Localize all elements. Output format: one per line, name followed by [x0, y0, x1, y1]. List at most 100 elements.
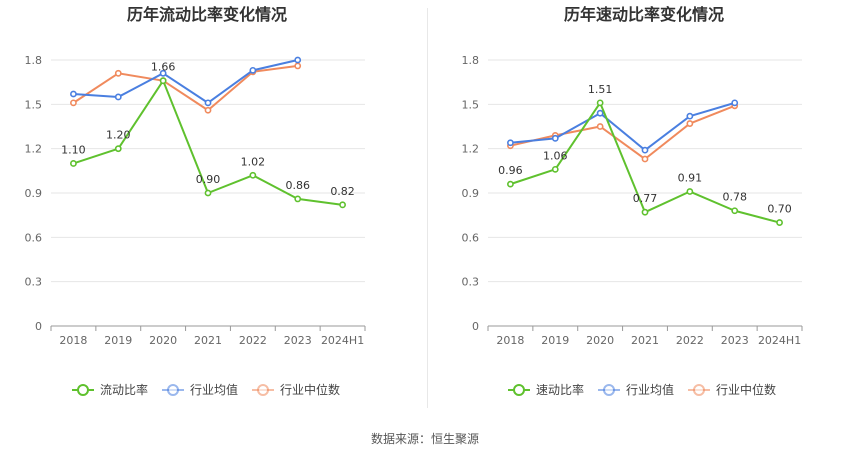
x-tick-label: 2018	[59, 334, 87, 347]
y-tick-label: 0	[35, 320, 42, 333]
data-point-industry_median	[641, 155, 649, 163]
x-tick-label: 2021	[194, 334, 222, 347]
data-point-industry_avg	[204, 99, 212, 107]
data-label: 1.02	[241, 155, 266, 168]
data-label: 0.91	[678, 172, 703, 185]
x-tick-label: 2022	[676, 334, 704, 347]
chart-panel-2: 历年速动比率变化情况 0 0.3 0.6 0.9 1.2 1.5 1.8 2018 2019 202…	[462, 5, 803, 397]
data-point-industry_avg	[641, 146, 649, 154]
data-point-current	[70, 160, 77, 167]
y-tick-label: 0.6	[25, 231, 43, 244]
y-tick-label: 0.9	[25, 187, 43, 200]
x-tick-label: 2024H1	[321, 334, 364, 347]
data-point-industry_avg	[686, 112, 694, 120]
data-point-current	[686, 188, 694, 195]
legend-marker	[77, 384, 89, 396]
y-tick-label: 1.2	[462, 143, 480, 156]
data-point-current	[596, 99, 604, 107]
data-point-current	[551, 165, 559, 173]
legend-item-current: 速动比率	[508, 382, 584, 397]
data-point-industry_avg	[159, 69, 167, 77]
data-point-current	[159, 77, 167, 85]
data-point-current	[204, 189, 212, 197]
legend-marker	[513, 384, 525, 396]
y-tick-label: 1.2	[25, 143, 43, 156]
x-tick-label: 2018	[496, 334, 524, 347]
y-tick-label: 1.8	[25, 54, 43, 67]
legend-marker	[603, 384, 615, 396]
legend-item-industry_avg: 行业均值	[162, 382, 238, 397]
legend-item-industry_median: 行业中位数	[252, 382, 340, 397]
series-line-industry_median	[510, 104, 736, 161]
series-line-industry_median	[72, 64, 298, 112]
x-tick-label: 2019	[104, 334, 132, 347]
data-label: 1.06	[543, 149, 568, 162]
data-point-industry_median	[686, 120, 694, 127]
data-point-industry_avg	[551, 134, 559, 142]
data-label: 0.77	[633, 192, 658, 205]
x-tick-label: 2019	[541, 334, 569, 347]
data-point-industry_median	[204, 106, 212, 114]
data-point-current	[294, 195, 302, 203]
legend-marker	[693, 384, 705, 396]
data-label: 0.70	[767, 203, 792, 216]
legend-marker	[167, 384, 179, 396]
data-point-industry_median	[114, 69, 122, 77]
y-tick-label: 1.5	[462, 98, 480, 111]
legend-label: 行业均值	[626, 382, 674, 397]
data-point-current	[114, 145, 122, 153]
x-tick-label: 2023	[284, 334, 312, 347]
data-label: 0.86	[285, 179, 310, 192]
data-label: 0.90	[196, 173, 221, 186]
data-label: 1.20	[106, 129, 131, 142]
chart-panel-1: 历年流动比率变化情况 0 0.3 0.6 0.9 1.2 1.5 1.8 2018 2019 202…	[25, 5, 366, 397]
data-label: 0.96	[498, 164, 523, 177]
x-tick-label: 2020	[149, 334, 177, 347]
chart-title: 历年速动比率变化情况	[564, 5, 724, 24]
data-point-current	[507, 180, 514, 188]
data-point-industry_median	[294, 62, 302, 70]
y-tick-label: 0.9	[462, 187, 480, 200]
y-tick-label: 1.8	[462, 54, 480, 67]
legend-marker	[257, 384, 269, 396]
data-label: 1.66	[151, 61, 176, 74]
legend-label: 速动比率	[536, 382, 584, 397]
legend-item-industry_avg: 行业均值	[598, 382, 674, 397]
data-point-industry_avg	[114, 93, 122, 101]
legend-label: 行业中位数	[716, 382, 776, 397]
data-point-industry_avg	[70, 90, 77, 98]
series-line-industry_avg	[73, 59, 298, 104]
x-tick-label: 2024H1	[758, 334, 801, 347]
y-tick-label: 1.5	[25, 98, 43, 111]
y-tick-label: 0.3	[25, 276, 43, 289]
data-point-current	[641, 208, 649, 216]
legend-item-industry_median: 行业中位数	[688, 382, 776, 397]
legend-item-current: 流动比率	[72, 382, 148, 397]
y-tick-label: 0.6	[462, 231, 480, 244]
chart-divider	[427, 8, 428, 408]
data-source-note: 数据来源：恒生聚源	[370, 432, 479, 446]
x-tick-label: 2020	[586, 334, 614, 347]
data-label: 1.51	[588, 83, 613, 96]
data-point-industry_median	[596, 123, 604, 130]
legend-label: 流动比率	[100, 382, 148, 397]
x-tick-label: 2023	[721, 334, 749, 347]
series-line-industry_avg	[510, 101, 735, 152]
data-point-current	[249, 171, 257, 179]
data-point-industry_avg	[294, 56, 302, 64]
data-label: 0.82	[330, 185, 355, 198]
data-point-industry_avg	[731, 99, 739, 107]
data-point-industry_median	[70, 99, 77, 107]
data-point-industry_avg	[249, 66, 257, 74]
x-tick-label: 2022	[239, 334, 267, 347]
data-point-industry_avg	[596, 109, 604, 117]
x-tick-label: 2021	[631, 334, 659, 347]
y-tick-label: 0.3	[462, 276, 480, 289]
data-point-current	[731, 207, 739, 215]
data-point-current	[776, 219, 783, 226]
chart-title: 历年流动比率变化情况	[127, 5, 287, 24]
legend-label: 行业中位数	[280, 382, 340, 397]
legend-label: 行业均值	[190, 382, 238, 397]
data-label: 1.10	[61, 143, 86, 156]
